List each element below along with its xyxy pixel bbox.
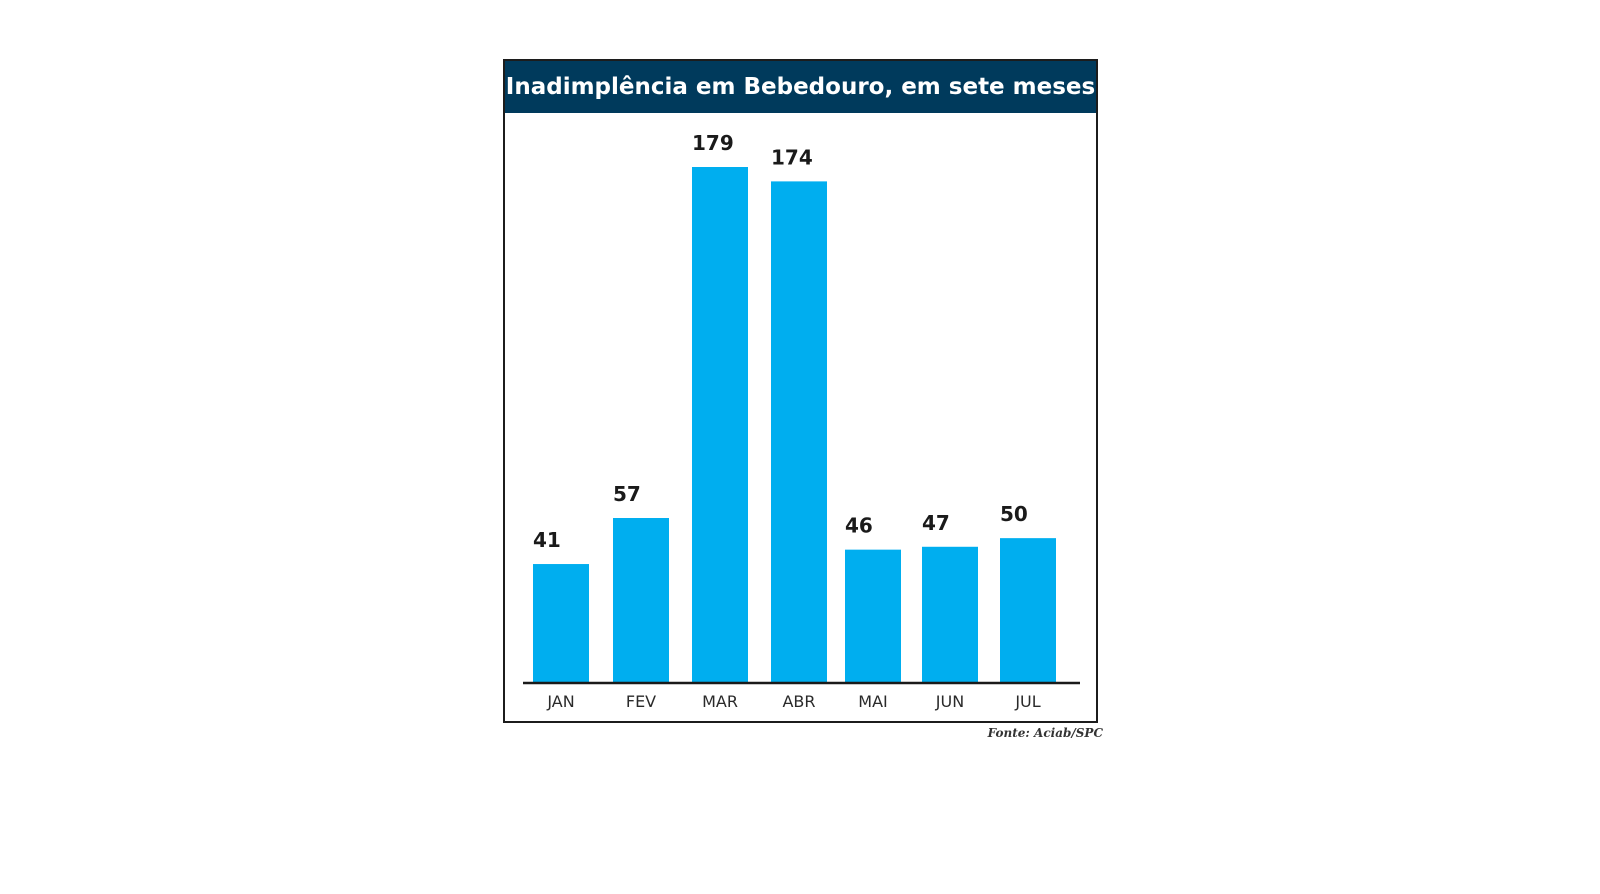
data-label-mai: 46 xyxy=(845,514,873,538)
data-label-jun: 47 xyxy=(922,511,950,535)
data-label-abr: 174 xyxy=(771,145,813,169)
x-tick-label-jul: JUL xyxy=(1014,692,1040,711)
x-tick-label-jun: JUN xyxy=(935,692,964,711)
data-label-fev: 57 xyxy=(613,482,641,506)
x-tick-label-mai: MAI xyxy=(858,692,887,711)
data-label-jul: 50 xyxy=(1000,502,1028,526)
chart-frame: Inadimplência em Bebedouro, em sete mese… xyxy=(503,59,1098,723)
data-label-jan: 41 xyxy=(533,528,561,552)
bar-mai xyxy=(845,549,901,682)
x-tick-label-fev: FEV xyxy=(626,692,656,711)
bar-jun xyxy=(922,546,978,682)
bar-chart: 41 JAN 57 FEV 179 MAR 174 ABR 46 MAI 47 JUN 50 JUL xyxy=(523,131,1080,711)
data-label-mar: 179 xyxy=(692,131,734,155)
bar-jan xyxy=(533,564,589,682)
x-tick-label-abr: ABR xyxy=(782,692,815,711)
x-tick-label-mar: MAR xyxy=(702,692,738,711)
bar-abr xyxy=(771,181,827,682)
bar-jul xyxy=(1000,538,1056,682)
source-note: Fonte: Aciab/SPC xyxy=(987,726,1103,740)
chart-title: Inadimplência em Bebedouro, em sete mese… xyxy=(505,61,1096,113)
bar-mar xyxy=(692,167,748,682)
x-tick-label-jan: JAN xyxy=(546,692,574,711)
bar-fev xyxy=(613,518,669,682)
